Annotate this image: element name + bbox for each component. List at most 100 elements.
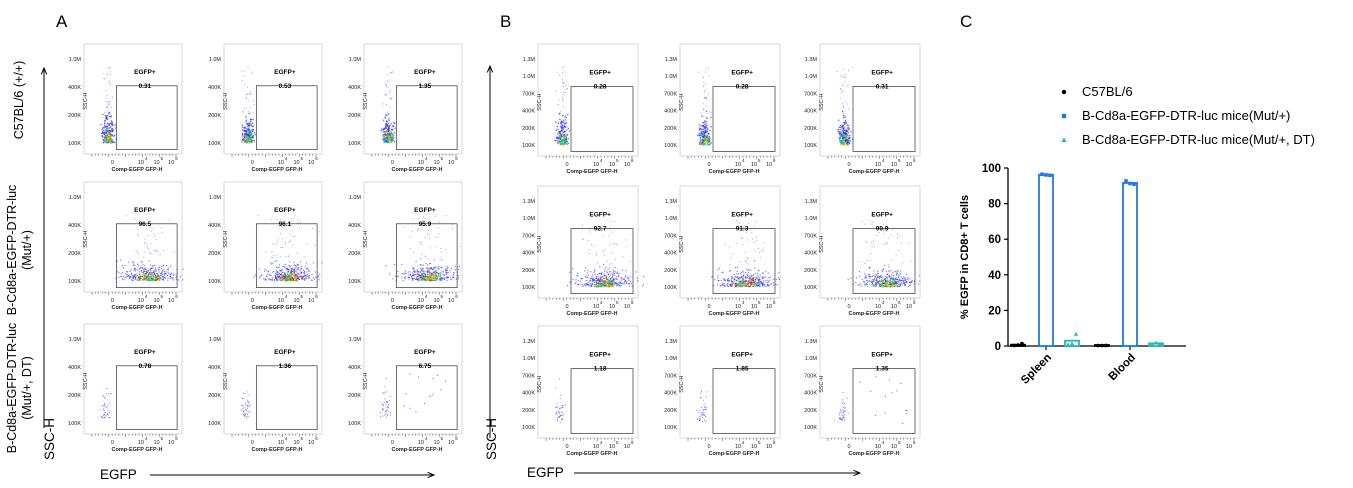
event-dot: [103, 131, 106, 134]
event-dot: [428, 234, 430, 236]
event-dot: [102, 127, 104, 129]
gate-value: 1.18: [594, 366, 607, 373]
event-dot: [755, 283, 758, 285]
event-dot: [410, 236, 412, 238]
event-dot: [577, 272, 579, 274]
event-dot: [293, 264, 295, 266]
event-dot: [873, 285, 875, 287]
plot-frame: [537, 185, 639, 299]
event-dot: [635, 271, 637, 273]
event-dot: [755, 280, 757, 282]
event-dot: [611, 263, 613, 265]
event-dot: [592, 278, 594, 280]
event-dot: [120, 276, 122, 278]
event-dot: [885, 270, 887, 273]
event-dot: [314, 271, 316, 273]
event-dot: [246, 407, 248, 409]
event-dot: [140, 269, 143, 272]
event-dot: [753, 282, 756, 285]
event-dot: [288, 274, 291, 276]
event-dot: [107, 123, 110, 125]
event-dot: [271, 251, 273, 253]
event-cloud: [836, 67, 854, 146]
gate-label: EGFP+: [134, 349, 156, 356]
event-dot: [397, 270, 399, 273]
event-dot: [903, 282, 905, 284]
event-dot: [264, 279, 266, 281]
event-dot: [319, 274, 321, 276]
event-dot: [567, 127, 570, 130]
event-dot: [300, 265, 302, 267]
event-dot: [557, 417, 559, 419]
event-dot: [416, 277, 418, 279]
event-dot: [282, 266, 284, 268]
event-dot: [386, 114, 388, 117]
event-cloud: [253, 215, 323, 282]
event-dot: [433, 275, 436, 278]
event-dot: [623, 278, 625, 280]
event-dot: [875, 279, 877, 281]
event-dot: [622, 278, 624, 280]
event-dot: [385, 413, 387, 415]
event-dot: [161, 271, 163, 273]
event-dot: [891, 281, 894, 284]
event-dot: [318, 231, 320, 233]
event-dot: [247, 130, 250, 132]
event-dot: [264, 251, 266, 253]
event-dot: [558, 415, 560, 417]
event-dot: [279, 274, 282, 276]
event-dot: [424, 273, 426, 276]
event-dot: [750, 269, 752, 271]
event-dot: [431, 269, 433, 271]
x-tick-exponent: 5: [758, 440, 761, 445]
event-dot: [404, 270, 406, 272]
event-dot: [586, 284, 588, 286]
event-dot: [886, 276, 888, 278]
event-dot: [147, 275, 149, 277]
event-dot: [423, 276, 425, 278]
event-dot: [607, 283, 610, 285]
event-dot: [109, 412, 111, 414]
event-dot: [162, 275, 164, 277]
event-dot: [108, 123, 111, 125]
event-dot: [105, 416, 107, 418]
y-tick-label: 400K: [348, 85, 361, 91]
event-dot: [896, 285, 898, 287]
event-dot: [389, 106, 391, 108]
x-tick-label: 10: [308, 440, 314, 446]
event-dot: [251, 137, 253, 139]
event-dot: [564, 404, 566, 406]
event-dot: [870, 242, 872, 244]
event-dot: [749, 282, 751, 284]
event-dot: [389, 141, 392, 144]
event-dot: [559, 130, 562, 132]
event-dot: [285, 278, 288, 280]
x-tick-label: 10: [891, 162, 897, 168]
event-dot: [582, 285, 584, 287]
event-dot: [242, 133, 244, 136]
event-dot: [106, 388, 108, 390]
event-dot: [750, 278, 752, 280]
event-dot: [106, 118, 109, 121]
event-dot: [115, 277, 117, 279]
event-dot: [143, 270, 146, 273]
event-dot: [603, 283, 605, 285]
event-dot: [698, 127, 701, 129]
event-dot: [160, 227, 162, 229]
event-dot: [452, 224, 454, 226]
event-dot: [845, 121, 847, 123]
event-dot: [607, 274, 609, 276]
event-dot: [897, 237, 899, 239]
event-dot: [245, 115, 247, 117]
event-dot: [285, 255, 287, 257]
event-dot: [149, 277, 151, 280]
event-dot: [741, 278, 743, 281]
event-dot: [747, 281, 749, 284]
event-dot: [866, 283, 868, 285]
event-dot: [755, 276, 757, 278]
event-dot: [869, 267, 871, 269]
event-dot: [898, 235, 900, 237]
event-dot: [845, 137, 848, 140]
event-dot: [745, 276, 748, 278]
event-dot: [451, 279, 453, 281]
